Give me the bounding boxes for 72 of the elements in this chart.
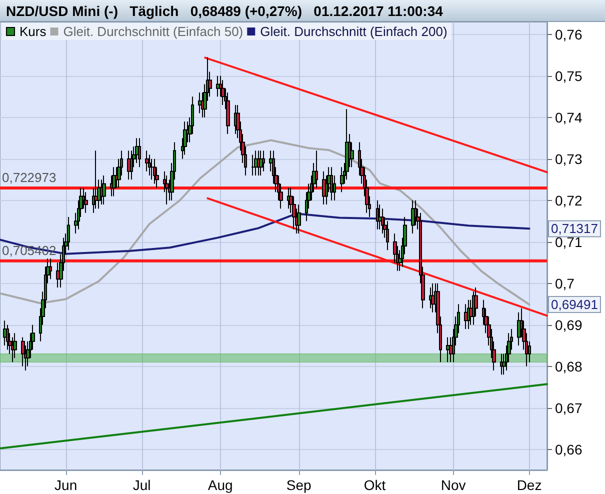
candlestick — [257, 150, 260, 176]
candlestick — [130, 150, 133, 180]
legend-label: Gleit. Durchschnitt (Einfach 50) — [63, 24, 244, 39]
legend-label: Kurs — [20, 24, 47, 39]
candlestick — [127, 150, 131, 180]
y-tick-label: 0,67 — [555, 400, 582, 416]
candlestick — [102, 174, 106, 206]
candlestick — [145, 150, 149, 172]
candlestick — [378, 204, 382, 230]
candlestick — [345, 108, 349, 180]
candlestick — [381, 208, 384, 234]
candlestick — [446, 336, 450, 363]
candlestick — [112, 166, 116, 197]
annotation: 0,69491 — [551, 296, 598, 312]
candlestick — [153, 158, 156, 184]
y-tick-label: 0,68 — [555, 358, 582, 374]
candlestick — [216, 75, 220, 98]
candlestick — [467, 299, 470, 330]
candlestick — [183, 121, 187, 156]
ref-line-label: 0,705402 — [2, 242, 56, 258]
candlestick — [67, 216, 70, 251]
candlestick — [100, 179, 103, 206]
candlestick — [330, 166, 333, 201]
candlestick — [500, 353, 503, 376]
y-tick-label: 0,69 — [555, 316, 582, 333]
candlestick — [254, 150, 258, 176]
candlestick — [262, 150, 265, 172]
candlestick — [464, 304, 468, 330]
candlestick — [287, 187, 290, 210]
candlestick — [135, 138, 139, 164]
x-tick-label: Dez — [516, 477, 542, 493]
candlestick — [226, 92, 230, 134]
y-tick-label: 0,74 — [555, 109, 582, 126]
candlestick — [472, 291, 475, 326]
candlestick — [49, 258, 52, 280]
y-tick-label: 0,72 — [555, 192, 582, 208]
candlestick — [3, 320, 7, 346]
y-tick-label: 0,73 — [555, 150, 582, 167]
x-tick-label: Jul — [132, 477, 151, 493]
y-tick-label: 0,66 — [555, 441, 582, 458]
x-tick-label: Jun — [54, 477, 78, 493]
annotation: 0,71317 — [551, 221, 598, 236]
candlestick — [251, 154, 255, 176]
candlestick — [322, 170, 326, 206]
candlestick — [340, 166, 344, 193]
candlestick — [198, 92, 202, 114]
candlestick — [221, 80, 225, 106]
chart-title: NZD/USD Mini (-) Täglich 0,68489 (+0,27%) 01.12.2017 11:00:34 — [0, 0, 605, 22]
candlestick — [11, 336, 14, 363]
y-tick-label: 0,7 — [555, 275, 575, 292]
x-tick-label: Sep — [286, 477, 312, 493]
candlestick — [94, 150, 98, 210]
candlestick — [259, 150, 263, 176]
x-tick-label: Nov — [440, 477, 466, 493]
legend-label: Gleit. Durchschnitt (Einfach 200) — [260, 24, 448, 39]
candlestick — [150, 158, 154, 180]
candlestick — [148, 154, 151, 176]
candlestick — [6, 324, 9, 350]
x-tick-label: Okt — [364, 477, 386, 493]
line-series — [0, 139, 530, 306]
candlestick — [429, 286, 432, 309]
candlestick — [376, 200, 379, 230]
y-tick-label: 0,71 — [555, 234, 582, 250]
candlestick — [315, 150, 318, 188]
line-series — [0, 212, 530, 255]
x-tick-label: Aug — [208, 477, 233, 493]
y-tick-label: 0,76 — [555, 26, 582, 42]
candlestick — [431, 282, 435, 313]
candlestick — [138, 138, 141, 168]
ref-line-label: 0,722973 — [2, 170, 56, 186]
candlestick — [386, 220, 389, 251]
y-tick-label: 0,75 — [555, 68, 582, 84]
